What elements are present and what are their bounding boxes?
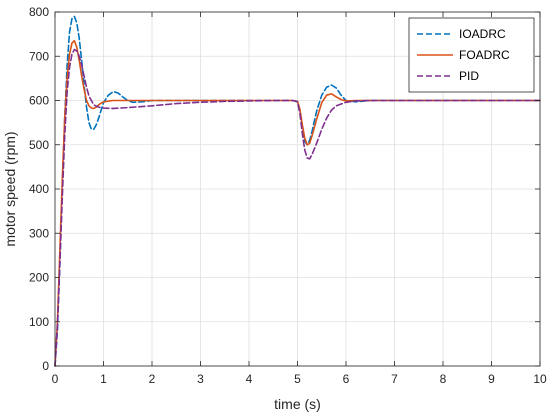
x-tick-label: 3: [197, 372, 204, 386]
x-tick-label: 8: [440, 372, 447, 386]
x-tick-label: 9: [488, 372, 495, 386]
x-tick-label: 1: [100, 372, 107, 386]
series-line-foadrc: [54, 39, 541, 367]
y-tick-label: 200: [29, 271, 49, 285]
y-tick-label: 500: [29, 138, 49, 152]
x-tick-label: 2: [149, 372, 156, 386]
x-axis-label: time (s): [274, 396, 321, 412]
y-tick-label: 600: [29, 94, 49, 108]
y-tick-label: 700: [29, 49, 49, 63]
y-tick-label: 300: [29, 226, 49, 240]
y-tick-label: 100: [29, 315, 49, 329]
x-tick-labels: 0 1 2 3 4 5 6 7 8 9 10: [52, 372, 547, 386]
x-tick-label: 4: [246, 372, 253, 386]
legend: IOADRC FOADRC PID: [408, 17, 535, 93]
x-tick-label: 6: [343, 372, 350, 386]
tick-marks: [54, 11, 541, 367]
series-layer: [54, 15, 541, 367]
legend-entry: PID: [459, 69, 479, 83]
y-tick-label: 0: [42, 359, 49, 373]
x-tick-label: 10: [533, 372, 547, 386]
x-tick-label: 0: [52, 372, 59, 386]
y-tick-label: 400: [29, 182, 49, 196]
y-tick-label: 800: [29, 5, 49, 19]
y-tick-labels: 0 100 200 300 400 500 600 700 800: [29, 5, 49, 373]
x-tick-label: 5: [294, 372, 301, 386]
y-axis-label: motor speed (rpm): [2, 131, 18, 246]
legend-entry: FOADRC: [459, 48, 510, 62]
legend-entry: IOADRC: [459, 27, 506, 41]
x-tick-label: 7: [391, 372, 398, 386]
series-line-pid: [54, 48, 541, 367]
